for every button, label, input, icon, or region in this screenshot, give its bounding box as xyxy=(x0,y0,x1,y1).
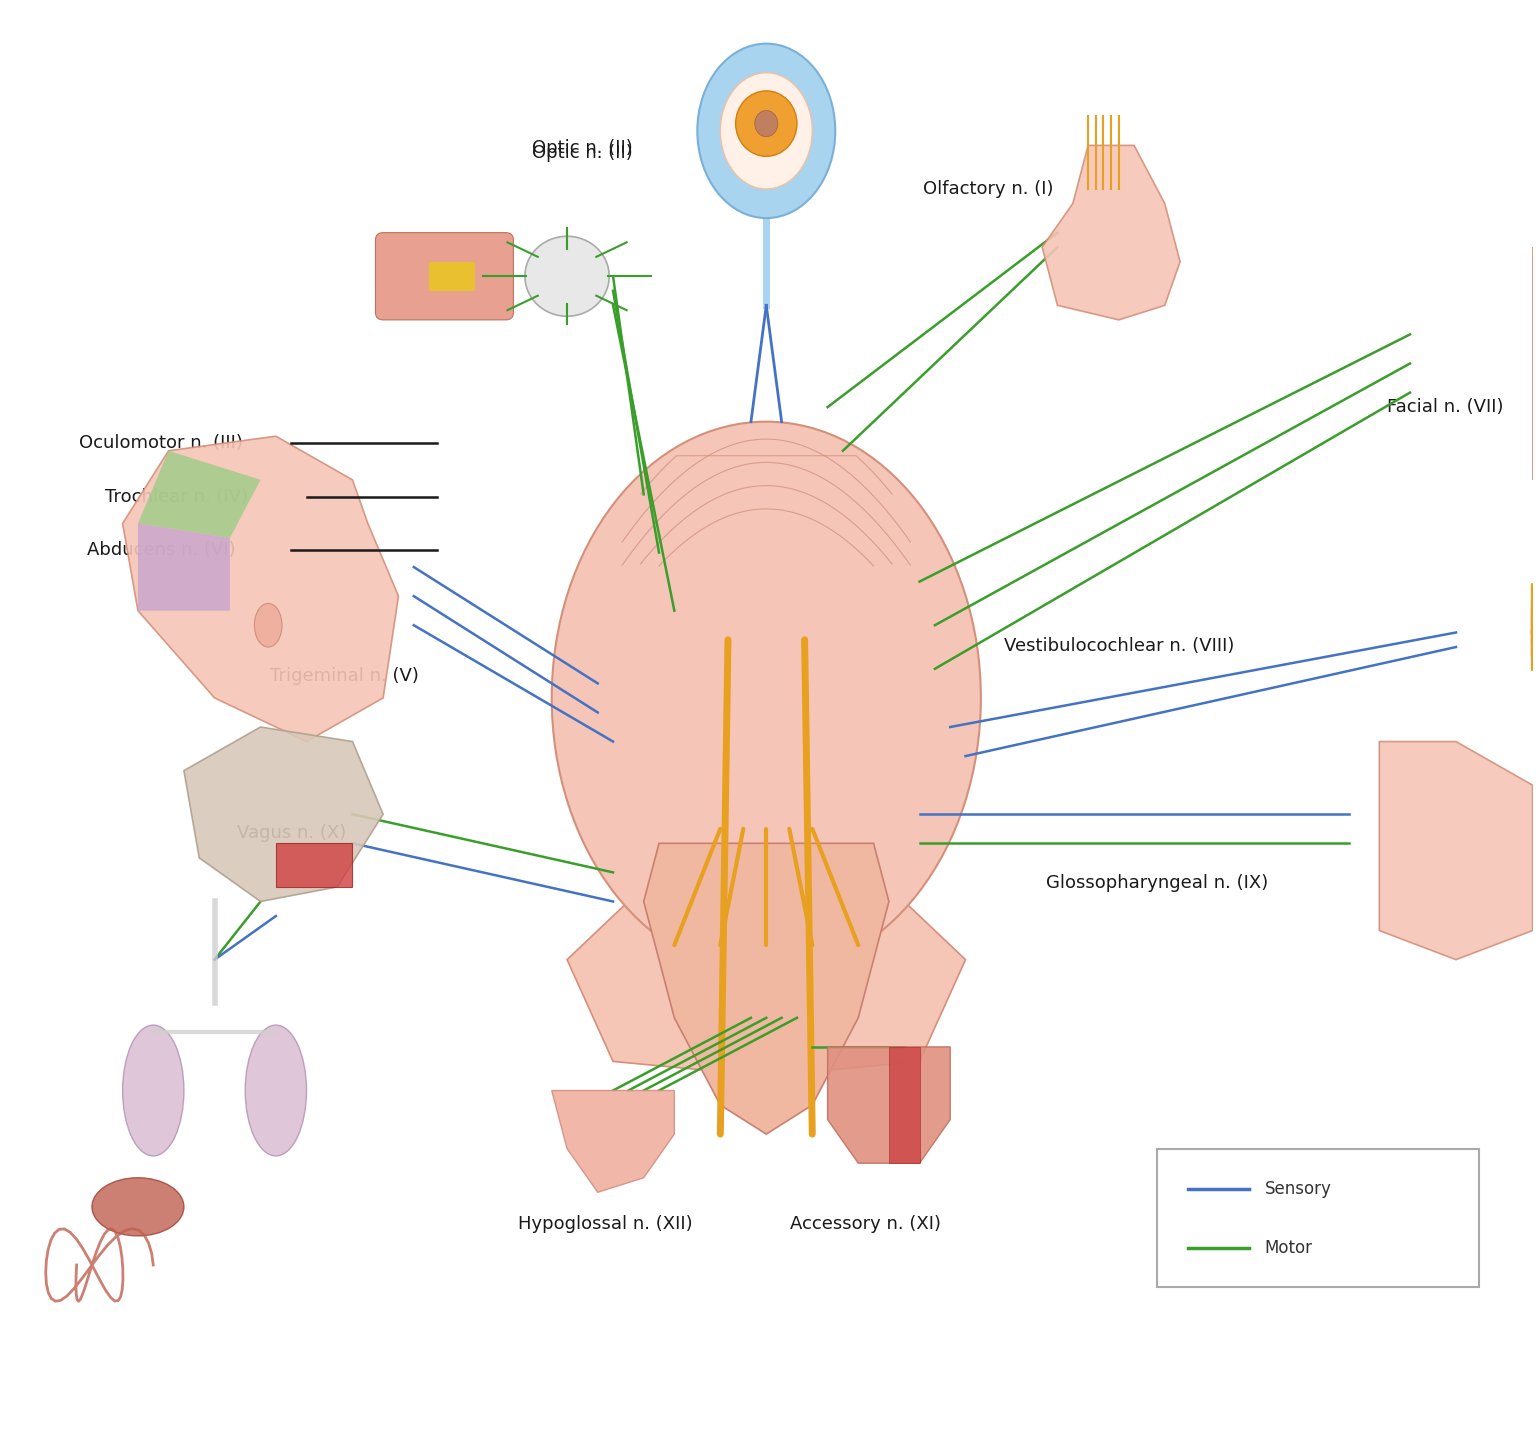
Polygon shape xyxy=(889,1047,920,1163)
Text: Trochlear n. (IV): Trochlear n. (IV) xyxy=(104,489,247,506)
Polygon shape xyxy=(828,1047,951,1163)
Text: Vagus n. (X): Vagus n. (X) xyxy=(237,824,346,842)
FancyBboxPatch shape xyxy=(1157,1149,1479,1287)
Text: Accessory n. (XI): Accessory n. (XI) xyxy=(791,1216,942,1233)
FancyBboxPatch shape xyxy=(375,233,513,320)
Polygon shape xyxy=(138,523,230,611)
Ellipse shape xyxy=(736,90,797,156)
Polygon shape xyxy=(1379,742,1533,960)
Text: Optic n. (II): Optic n. (II) xyxy=(531,144,633,161)
Text: Oculomotor n. (III): Oculomotor n. (III) xyxy=(78,435,243,452)
Ellipse shape xyxy=(246,1025,307,1156)
Polygon shape xyxy=(429,262,475,291)
Ellipse shape xyxy=(92,1178,184,1236)
Ellipse shape xyxy=(123,1025,184,1156)
Ellipse shape xyxy=(754,111,777,137)
Text: Sensory: Sensory xyxy=(1264,1181,1332,1198)
Ellipse shape xyxy=(525,237,610,316)
Text: Facial n. (VII): Facial n. (VII) xyxy=(1387,398,1504,416)
Ellipse shape xyxy=(255,603,283,647)
Text: Glossopharyngeal n. (IX): Glossopharyngeal n. (IX) xyxy=(1046,874,1269,891)
Polygon shape xyxy=(184,727,382,901)
Polygon shape xyxy=(1041,145,1180,320)
Text: Hypoglossal n. (XII): Hypoglossal n. (XII) xyxy=(518,1216,693,1233)
Ellipse shape xyxy=(697,44,836,218)
Text: Abducens n. (VI): Abducens n. (VI) xyxy=(86,541,235,558)
Polygon shape xyxy=(644,843,889,1134)
Text: Olfactory n. (I): Olfactory n. (I) xyxy=(923,180,1054,198)
Ellipse shape xyxy=(720,73,813,189)
Ellipse shape xyxy=(551,422,982,974)
Polygon shape xyxy=(551,1090,674,1192)
Polygon shape xyxy=(123,436,398,742)
Text: Motor: Motor xyxy=(1264,1239,1312,1256)
Polygon shape xyxy=(138,451,261,538)
Polygon shape xyxy=(567,901,966,1076)
Text: Vestibulocochlear n. (VIII): Vestibulocochlear n. (VIII) xyxy=(1003,637,1233,654)
Text: Trigeminal n. (V): Trigeminal n. (V) xyxy=(270,667,419,685)
Text: Optic n. (II): Optic n. (II) xyxy=(531,138,633,157)
Polygon shape xyxy=(276,843,352,887)
